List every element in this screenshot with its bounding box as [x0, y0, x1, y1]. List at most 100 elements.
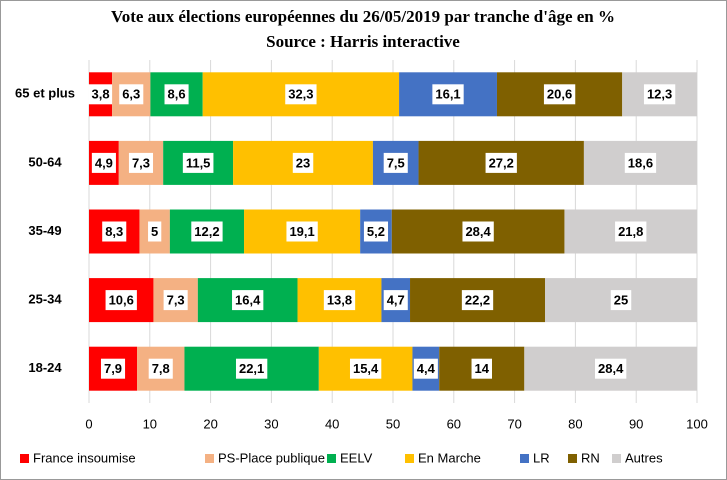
- value-label: 4,9: [95, 155, 113, 170]
- label-box: [148, 221, 162, 242]
- x-tick-label: 30: [264, 416, 278, 431]
- value-label: 6,3: [122, 87, 140, 102]
- x-tick-label: 20: [203, 416, 217, 431]
- value-label: 27,2: [489, 155, 514, 170]
- legend-label: En Marche: [418, 450, 481, 465]
- value-label: 21,8: [618, 224, 643, 239]
- label-box: [191, 221, 223, 242]
- legend-swatch: [612, 454, 621, 463]
- label-box: [461, 290, 494, 311]
- value-label: 28,4: [465, 224, 491, 239]
- value-label: 11,5: [186, 155, 211, 170]
- label-box: [471, 358, 493, 379]
- value-label: 20,6: [547, 87, 572, 102]
- chart-title: Vote aux élections européennes du 26/05/…: [111, 7, 615, 26]
- value-label: 5: [151, 224, 158, 239]
- value-label: 15,4: [353, 361, 379, 376]
- label-box: [91, 152, 116, 173]
- value-label: 7,3: [167, 293, 185, 308]
- label-box: [88, 84, 113, 105]
- legend-swatch: [520, 454, 529, 463]
- value-label: 4,7: [387, 293, 405, 308]
- value-label: 5,2: [367, 224, 385, 239]
- legend-swatch: [568, 454, 577, 463]
- value-label: 32,3: [288, 87, 313, 102]
- x-tick-label: 70: [507, 416, 521, 431]
- chart-subtitle: Source : Harris interactive: [266, 32, 460, 51]
- label-box: [164, 84, 189, 105]
- value-label: 22,2: [465, 293, 490, 308]
- label-box: [119, 84, 144, 105]
- label-box: [163, 290, 188, 311]
- label-box: [128, 152, 154, 173]
- label-box: [349, 358, 382, 379]
- label-box: [624, 152, 657, 173]
- legend-label: Autres: [625, 450, 663, 465]
- value-label: 25: [614, 293, 628, 308]
- value-label: 14: [475, 361, 490, 376]
- value-label: 4,4: [417, 361, 436, 376]
- value-label: 18,6: [628, 155, 653, 170]
- legend-label: EELV: [340, 450, 373, 465]
- x-tick-label: 60: [447, 416, 461, 431]
- value-label: 7,3: [132, 155, 150, 170]
- value-label: 8,6: [168, 87, 186, 102]
- label-box: [610, 290, 632, 311]
- label-box: [148, 358, 173, 379]
- value-label: 7,5: [387, 155, 405, 170]
- y-tick-label: 50-64: [28, 154, 62, 169]
- value-label: 12,2: [194, 224, 219, 239]
- legend-label: LR: [533, 450, 550, 465]
- y-tick-label: 25-34: [28, 292, 62, 307]
- x-tick-label: 0: [85, 416, 92, 431]
- label-box: [462, 221, 494, 242]
- x-tick-label: 10: [143, 416, 157, 431]
- label-box: [235, 358, 268, 379]
- y-tick-label: 35-49: [28, 223, 61, 238]
- x-tick-label: 90: [629, 416, 643, 431]
- legend-label: RN: [581, 450, 600, 465]
- label-box: [543, 84, 576, 105]
- label-box: [643, 84, 676, 105]
- label-box: [383, 152, 408, 173]
- label-box: [182, 152, 214, 173]
- value-label: 7,9: [104, 361, 122, 376]
- value-label: 16,4: [235, 293, 261, 308]
- y-tick-label: 18-24: [28, 360, 62, 375]
- label-box: [102, 221, 127, 242]
- value-label: 13,8: [327, 293, 352, 308]
- value-label: 8,3: [105, 224, 123, 239]
- value-label: 23: [296, 155, 310, 170]
- label-box: [485, 152, 517, 173]
- label-box: [383, 290, 408, 311]
- legend-swatch: [327, 454, 336, 463]
- x-tick-label: 50: [386, 416, 400, 431]
- x-tick-label: 100: [686, 416, 708, 431]
- label-box: [285, 84, 317, 105]
- label-box: [432, 84, 464, 105]
- value-label: 10,6: [109, 293, 134, 308]
- legend-swatch: [405, 454, 414, 463]
- x-tick-label: 80: [568, 416, 582, 431]
- value-label: 3,8: [92, 87, 110, 102]
- legend-swatch: [205, 454, 214, 463]
- y-tick-label: 65 et plus: [15, 86, 75, 101]
- label-box: [413, 358, 438, 379]
- label-box: [100, 358, 126, 379]
- value-label: 22,1: [239, 361, 264, 376]
- label-box: [323, 290, 356, 311]
- x-tick-label: 40: [325, 416, 339, 431]
- legend-swatch: [20, 454, 29, 463]
- label-box: [286, 221, 318, 242]
- value-label: 12,3: [647, 87, 672, 102]
- legend-label: France insoumise: [33, 450, 136, 465]
- value-label: 19,1: [289, 224, 314, 239]
- value-label: 7,8: [152, 361, 170, 376]
- label-box: [232, 290, 264, 311]
- label-box: [105, 290, 137, 311]
- value-label: 16,1: [435, 87, 460, 102]
- value-label: 28,4: [598, 361, 624, 376]
- label-box: [595, 358, 627, 379]
- legend-label: PS-Place publique: [218, 450, 325, 465]
